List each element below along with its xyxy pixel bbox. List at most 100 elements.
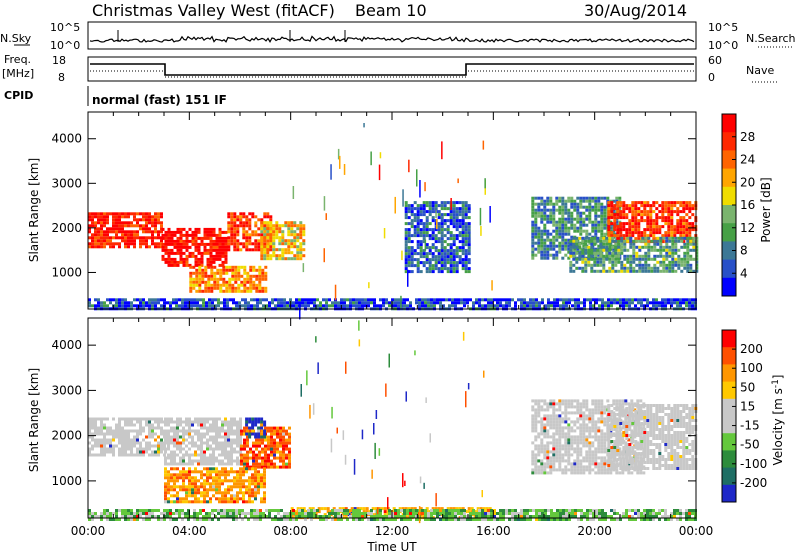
power-cell bbox=[97, 304, 100, 308]
velocity-cell bbox=[121, 438, 124, 442]
power-cell bbox=[632, 239, 636, 243]
velocity-cell bbox=[285, 432, 288, 436]
power-cell bbox=[313, 304, 316, 308]
power-cell bbox=[425, 243, 429, 247]
velocity-cell bbox=[285, 438, 288, 442]
power-cell bbox=[603, 217, 607, 221]
velocity-cell bbox=[218, 432, 221, 436]
power-cell bbox=[437, 270, 441, 274]
velocity-cell bbox=[310, 509, 313, 512]
power-cell bbox=[216, 277, 220, 281]
power-cell bbox=[263, 245, 267, 249]
power-cell bbox=[227, 221, 231, 225]
power-cell bbox=[607, 301, 610, 305]
power-cell bbox=[637, 222, 641, 226]
velocity-cell bbox=[118, 435, 121, 439]
power-cell bbox=[207, 277, 211, 281]
velocity-cell bbox=[230, 426, 233, 430]
velocity-cell bbox=[215, 473, 218, 477]
power-cell bbox=[455, 207, 459, 211]
power-cell bbox=[578, 251, 582, 255]
power-cell bbox=[187, 298, 190, 302]
velocity-cell bbox=[251, 491, 254, 495]
power-cell bbox=[635, 254, 639, 258]
power-cell bbox=[221, 251, 225, 255]
power-cell bbox=[281, 224, 285, 228]
power-cell bbox=[631, 225, 635, 229]
velocity-cell bbox=[242, 467, 245, 471]
velocity-cell bbox=[164, 462, 167, 466]
power-cell bbox=[213, 271, 217, 275]
power-cell bbox=[685, 301, 688, 305]
power-cell bbox=[206, 236, 210, 240]
power-cell bbox=[531, 226, 535, 230]
power-cell bbox=[106, 242, 109, 246]
velocity-cell bbox=[226, 515, 229, 518]
power-cell bbox=[404, 237, 408, 241]
velocity-cell bbox=[193, 515, 196, 518]
power-cell bbox=[121, 221, 124, 225]
velocity-cell bbox=[261, 447, 264, 451]
power-cell bbox=[221, 230, 225, 234]
power-cell bbox=[664, 222, 668, 226]
velocity-region bbox=[164, 467, 266, 504]
power-cell bbox=[613, 298, 616, 302]
power-cell bbox=[242, 221, 246, 225]
power-cell bbox=[670, 231, 674, 235]
power-cell bbox=[213, 274, 217, 278]
velocity-cell bbox=[227, 459, 230, 463]
power-cell bbox=[570, 235, 574, 239]
power-cell bbox=[552, 217, 556, 221]
power-cell bbox=[619, 204, 623, 208]
velocity-cell bbox=[392, 507, 396, 511]
power-cell bbox=[531, 208, 535, 212]
power-cell bbox=[679, 219, 683, 223]
velocity-cell bbox=[179, 473, 182, 477]
velocity-cell bbox=[164, 417, 167, 421]
velocity-cell bbox=[270, 450, 273, 454]
velocity-cell bbox=[298, 509, 301, 512]
velocity-cell bbox=[288, 453, 291, 457]
power-cell bbox=[214, 298, 217, 302]
power-cell bbox=[413, 249, 417, 253]
velocity-cell bbox=[188, 420, 191, 424]
power-cell bbox=[647, 269, 651, 273]
velocity-cell bbox=[97, 429, 100, 433]
power-cell bbox=[461, 246, 465, 250]
power-cell bbox=[584, 266, 588, 270]
velocity-cell bbox=[197, 420, 200, 424]
power-cell bbox=[458, 231, 462, 235]
power-cell bbox=[212, 260, 216, 264]
power-cell bbox=[546, 199, 550, 203]
power-cell bbox=[200, 239, 204, 243]
power-cell bbox=[248, 224, 252, 228]
power-cell bbox=[416, 270, 420, 274]
power-cell bbox=[343, 298, 346, 302]
power-cell bbox=[537, 202, 541, 206]
velocity-cell bbox=[188, 500, 191, 504]
power-cell bbox=[619, 228, 623, 232]
power-cell bbox=[163, 298, 166, 302]
power-cell bbox=[192, 277, 196, 281]
velocity-cell bbox=[404, 507, 408, 511]
power-cell bbox=[455, 270, 459, 274]
power-cell bbox=[632, 260, 636, 264]
velocity-cell bbox=[124, 447, 127, 451]
power-cell bbox=[614, 251, 618, 255]
power-cell bbox=[443, 267, 447, 271]
velocity-cell bbox=[245, 500, 248, 504]
power-cell bbox=[609, 223, 613, 227]
velocity-cell bbox=[352, 512, 355, 515]
power-cell bbox=[100, 218, 103, 222]
power-cell bbox=[154, 218, 157, 222]
power-cell bbox=[88, 301, 91, 305]
power-cell bbox=[569, 245, 573, 249]
power-cell bbox=[164, 239, 168, 243]
power-cell bbox=[413, 252, 417, 256]
velocity-cell bbox=[163, 453, 166, 457]
velocity-cell bbox=[127, 429, 130, 433]
velocity-cell bbox=[244, 515, 247, 518]
power-cell bbox=[175, 301, 178, 305]
power-cell bbox=[233, 239, 237, 243]
velocity-cell bbox=[242, 485, 245, 489]
